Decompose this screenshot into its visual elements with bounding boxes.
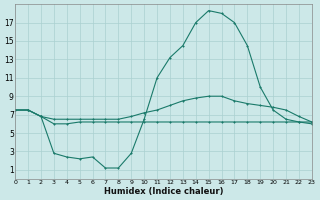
X-axis label: Humidex (Indice chaleur): Humidex (Indice chaleur) (104, 187, 223, 196)
